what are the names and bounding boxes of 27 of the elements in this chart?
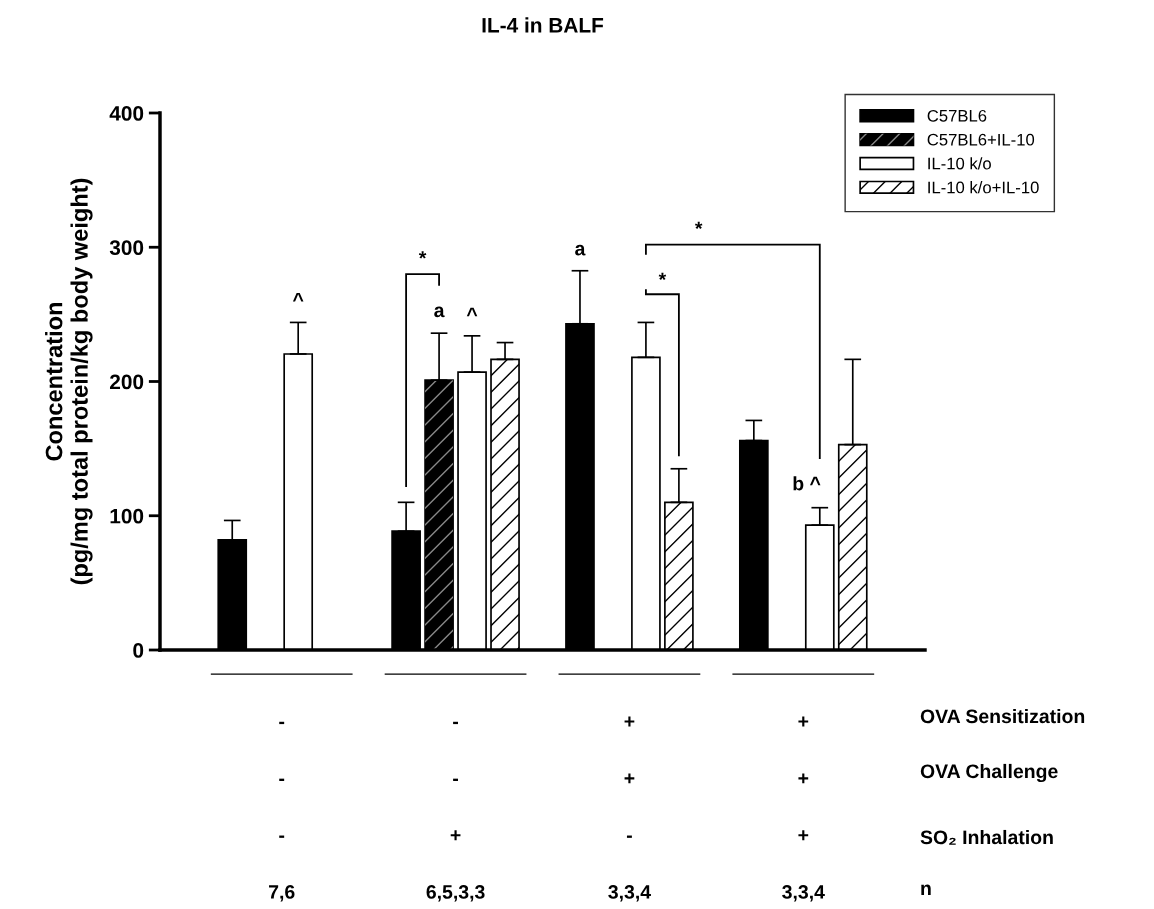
y-tick-label: 200 bbox=[109, 374, 144, 390]
legend-label: IL-10 k/o bbox=[928, 157, 991, 170]
text: OVA Sensitization bbox=[920, 708, 1085, 724]
category-label: + + + 3,3,4 bbox=[782, 716, 825, 902]
chart-title: IL-4 in BALF bbox=[482, 17, 604, 33]
annotation: ^ bbox=[292, 292, 304, 302]
legend-label: C57BL6+IL-10 bbox=[927, 133, 1035, 146]
y-tick-label: 0 bbox=[133, 643, 144, 658]
category-label: + + - 3,3,4 bbox=[608, 716, 651, 902]
text: n bbox=[921, 884, 931, 896]
annotation: a bbox=[575, 244, 586, 256]
text: OVA Challenge bbox=[920, 763, 1058, 783]
annotation: * bbox=[658, 272, 667, 281]
annotation: ^ bbox=[466, 307, 478, 317]
y-axis-title: Concentration (pg/mg total protein/kg body weight) bbox=[45, 178, 93, 585]
text: SO₂ Inhalation bbox=[920, 829, 1053, 845]
legend-label: IL-10 k/o+IL-10 bbox=[928, 181, 1039, 194]
category-label: - - + 6,5,3,3 bbox=[426, 721, 485, 902]
y-tick-label: 100 bbox=[110, 508, 144, 524]
annotation: a bbox=[434, 306, 445, 318]
annotation: * bbox=[694, 221, 703, 230]
y-tick-label: 400 bbox=[109, 106, 144, 121]
annotation: * bbox=[418, 251, 427, 259]
y-tick-label: 300 bbox=[109, 240, 144, 256]
legend-label: C57BL6 bbox=[927, 109, 987, 122]
category-label: - - - 7,6 bbox=[269, 721, 295, 902]
annotation: b ^ bbox=[793, 476, 821, 491]
